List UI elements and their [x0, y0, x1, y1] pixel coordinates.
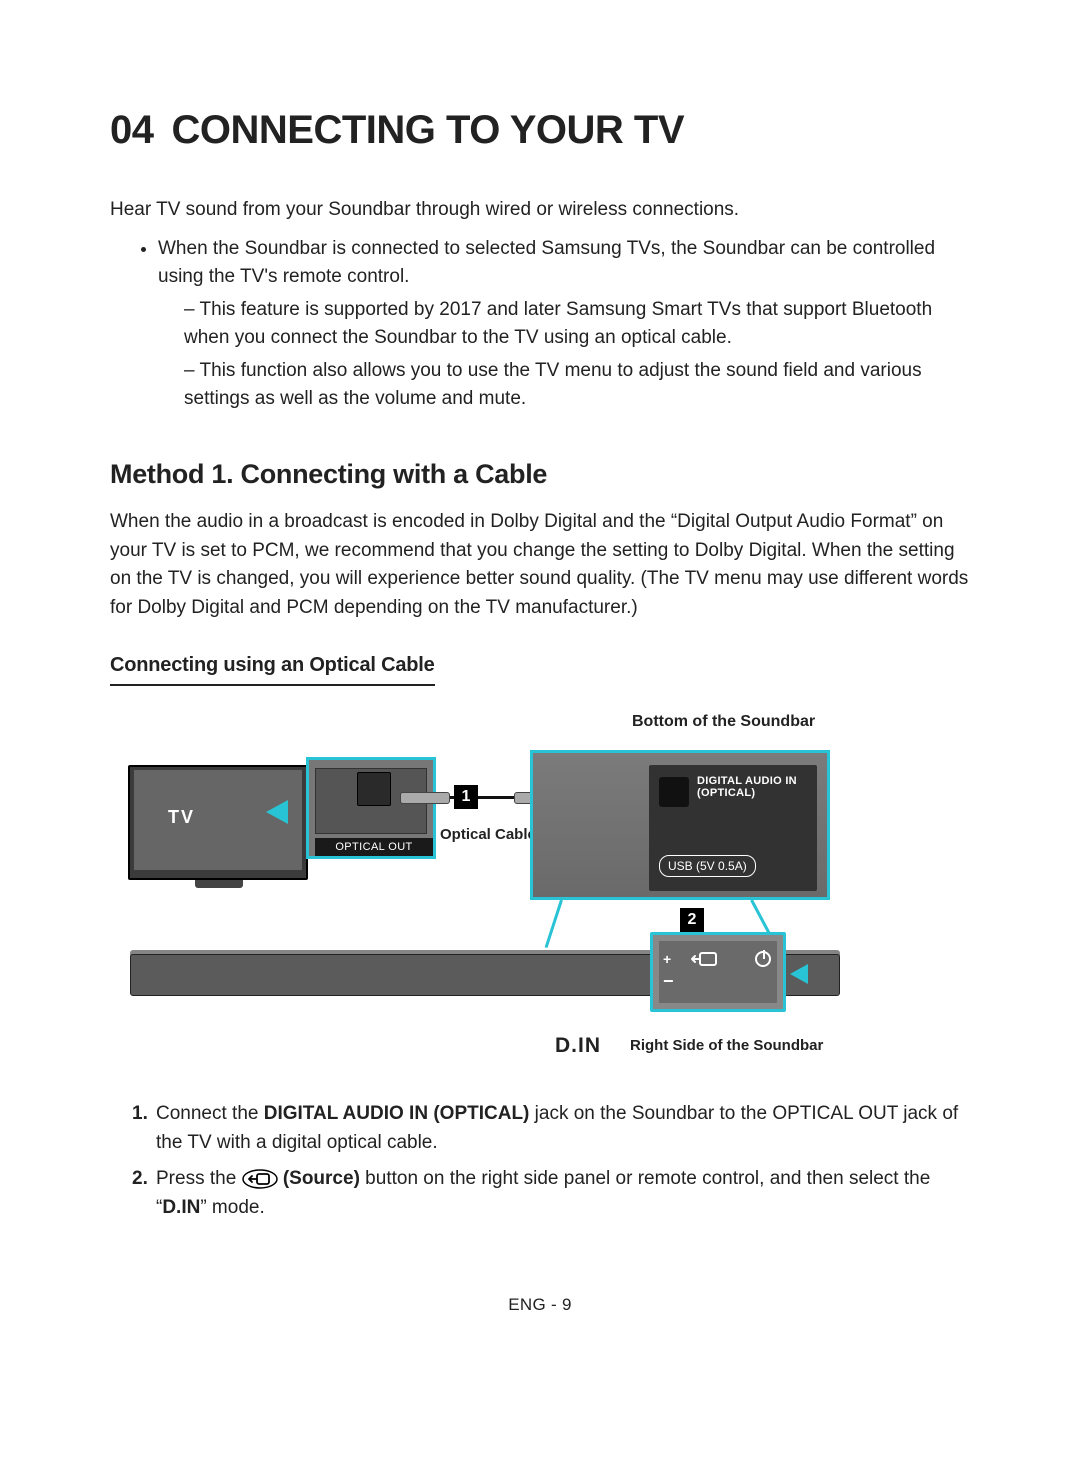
din-label: D.IN — [555, 1030, 601, 1062]
tv-callout-arrow-icon — [266, 800, 288, 824]
callout-1: 1 — [454, 785, 478, 809]
step2-pre: Press the — [156, 1168, 242, 1189]
usb-label: USB (5V 0.5A) — [659, 855, 756, 877]
method-body: When the audio in a broadcast is encoded… — [110, 508, 970, 622]
level2-list: This feature is supported by 2017 and la… — [184, 296, 970, 414]
tv-stand — [195, 880, 243, 888]
digital-audio-in-label: DIGITAL AUDIO IN (OPTICAL) — [697, 775, 815, 799]
callout-line-icon — [545, 900, 563, 948]
soundbar-side-panel: + − — [650, 932, 786, 1012]
step2-din-bold: D.IN — [162, 1197, 200, 1218]
soundbar-bottom-panel: DIGITAL AUDIO IN (OPTICAL) USB (5V 0.5A) — [530, 750, 830, 900]
power-icon — [755, 951, 771, 967]
tv-rear-panel: OPTICAL OUT — [306, 757, 436, 859]
l1-item: When the Soundbar is connected to select… — [158, 235, 970, 414]
section-title-text: CONNECTING TO YOUR TV — [172, 108, 685, 152]
tv-label: TV — [168, 804, 195, 831]
tv-port-caption: OPTICAL OUT — [315, 838, 433, 856]
volume-plus-icon: + — [663, 949, 671, 970]
step2-post: ” mode. — [200, 1197, 264, 1218]
volume-minus-icon: − — [663, 975, 674, 987]
page-number: ENG - 9 — [110, 1292, 970, 1318]
l2-item: This function also allows you to use the… — [184, 357, 970, 414]
right-side-label: Right Side of the Soundbar — [630, 1035, 823, 1058]
step1-pre: Connect the — [156, 1103, 264, 1124]
source-icon — [242, 1169, 278, 1189]
soundbar-port-area: DIGITAL AUDIO IN (OPTICAL) USB (5V 0.5A) — [649, 765, 817, 891]
level1-list: When the Soundbar is connected to select… — [158, 235, 970, 414]
steps-list: Connect the DIGITAL AUDIO IN (OPTICAL) j… — [132, 1100, 970, 1222]
connection-diagram: Bottom of the Soundbar TV OPTICAL OUT 1 … — [110, 710, 970, 1080]
optical-cable-label: Optical Cable — [440, 824, 536, 847]
optical-cable-plug-left — [400, 792, 450, 804]
subheading: Connecting using an Optical Cable — [110, 650, 435, 686]
panel-top-label: Bottom of the Soundbar — [632, 710, 815, 734]
step1-bold: DIGITAL AUDIO IN (OPTICAL) — [264, 1103, 530, 1124]
callout-2: 2 — [680, 908, 704, 932]
l1-item-text: When the Soundbar is connected to select… — [158, 238, 935, 288]
intro-text: Hear TV sound from your Soundbar through… — [110, 196, 970, 225]
l2-item: This feature is supported by 2017 and la… — [184, 296, 970, 353]
step2-source-bold: (Source) — [283, 1168, 360, 1189]
section-number: 04 — [110, 108, 154, 152]
tv-optical-out-port — [357, 772, 391, 806]
digital-audio-in-port — [659, 777, 689, 807]
step-1: Connect the DIGITAL AUDIO IN (OPTICAL) j… — [132, 1100, 970, 1157]
side-callout-arrow-icon — [790, 964, 808, 984]
step-2: Press the (Source) button on the right s… — [132, 1165, 970, 1222]
section-title: 04 CONNECTING TO YOUR TV — [110, 100, 970, 160]
source-icon — [689, 947, 725, 971]
method-title: Method 1. Connecting with a Cable — [110, 454, 970, 495]
